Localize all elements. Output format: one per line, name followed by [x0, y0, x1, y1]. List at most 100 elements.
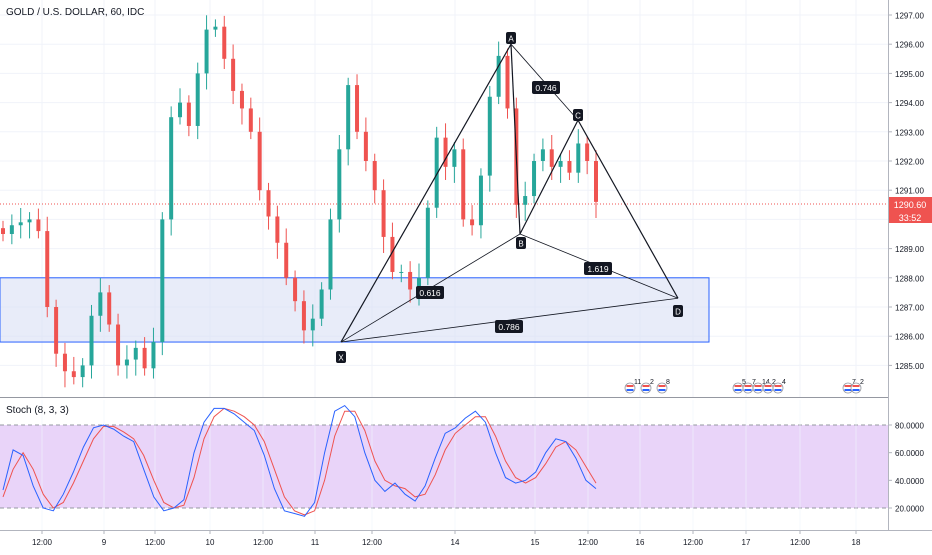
stoch-pane[interactable]: Stoch (8, 3, 3) 80.0000 60.0000 40.0000 20.…: [0, 400, 924, 530]
candle: [266, 182, 271, 230]
time-label: 12:00: [790, 538, 811, 547]
pattern-point-b[interactable]: B: [516, 237, 526, 249]
svg-text:0.616: 0.616: [419, 288, 441, 298]
time-label: 14: [451, 538, 460, 547]
price-tick-label: 1286.00: [895, 333, 924, 342]
candle: [337, 135, 342, 233]
candle: [62, 342, 67, 388]
candle: [222, 15, 227, 70]
candle: [594, 150, 598, 218]
time-label: 15: [531, 538, 540, 547]
time-label: 12:00: [683, 538, 704, 547]
candle: [195, 62, 200, 140]
candle: [133, 340, 138, 376]
price-tick-label: 1292.00: [895, 158, 924, 167]
candle: [470, 205, 475, 236]
pattern-leg-bc[interactable]: [519, 119, 579, 235]
time-label: 12:00: [578, 538, 599, 547]
time-axis[interactable]: 12:00 9 12:00 10 12:00 11 12:00 14 15 12:00 16 12:0…: [32, 530, 861, 547]
svg-text:A: A: [508, 35, 514, 44]
svg-text:D: D: [675, 308, 681, 317]
event-flag-icon[interactable]: 2: [850, 379, 864, 394]
price-tick-label: 1289.00: [895, 245, 924, 254]
svg-text:8: 8: [666, 379, 670, 386]
pattern-point-x[interactable]: X: [336, 351, 346, 363]
harmonic-pattern[interactable]: X A B C D 0.616 0.746 1.619 0.786: [336, 32, 683, 363]
countdown-text: 33:52: [899, 213, 922, 223]
svg-text:7: 7: [852, 379, 856, 386]
candle: [478, 168, 483, 239]
event-flag-icon[interactable]: 2: [762, 379, 776, 394]
candle: [1, 220, 5, 242]
svg-text:4: 4: [782, 379, 786, 386]
chart-title: GOLD / U.S. DOLLAR, 60, IDC: [6, 7, 144, 18]
ratio-label-xb: 0.616: [416, 286, 444, 299]
pattern-point-d[interactable]: D: [673, 305, 683, 317]
candle: [160, 212, 165, 356]
event-flag-icon[interactable]: 11: [624, 379, 641, 394]
candle: [355, 74, 360, 140]
pattern-leg-xa[interactable]: [340, 43, 512, 343]
ratio-label-bd: 1.619: [584, 262, 612, 275]
candle: [124, 345, 129, 379]
event-flag-icon[interactable]: 4: [772, 379, 786, 394]
support-zone[interactable]: [0, 277, 710, 343]
event-flag-icon[interactable]: 2: [640, 379, 654, 394]
time-label: 17: [742, 538, 751, 547]
event-flag-icon[interactable]: 7: [742, 379, 756, 394]
svg-text:7: 7: [752, 379, 756, 386]
candle: [346, 77, 351, 166]
candle: [399, 264, 404, 283]
price-tick-label: 1297.00: [895, 12, 924, 21]
candle: [523, 181, 528, 221]
candle: [443, 123, 448, 180]
candle: [213, 19, 218, 37]
candle: [107, 285, 112, 332]
candle: [80, 358, 85, 388]
stoch-d-line: [2, 407, 597, 516]
time-label: 12:00: [32, 538, 53, 547]
time-label: 9: [102, 538, 107, 547]
candle: [540, 138, 545, 172]
price-scale[interactable]: 1297.00 1296.00 1295.00 1294.00 1293.00 1292.…: [888, 12, 924, 371]
svg-text:1.619: 1.619: [587, 264, 609, 274]
pattern-leg-ab[interactable]: [510, 44, 521, 235]
time-label: 16: [636, 538, 645, 547]
candle: [169, 106, 174, 236]
time-label: 12:00: [145, 538, 166, 547]
candle: [27, 212, 32, 239]
event-flag-icon[interactable]: 8: [656, 379, 670, 394]
economic-events[interactable]: 11 2 8 5 7 14 2 4 7 2: [624, 379, 864, 394]
time-label: 11: [311, 538, 320, 547]
candle: [505, 48, 510, 119]
candle: [116, 313, 121, 376]
pattern-leg-cd[interactable]: [577, 119, 679, 299]
last-price-text: 1290.60: [894, 200, 927, 210]
stoch-tick-label: 20.0000: [895, 505, 924, 514]
candle: [71, 356, 76, 385]
candle: [186, 95, 191, 137]
candle: [558, 153, 563, 183]
pattern-point-a[interactable]: A: [506, 32, 516, 44]
candle: [257, 117, 262, 201]
event-flag-icon[interactable]: 5: [732, 379, 746, 394]
price-tick-label: 1288.00: [895, 274, 924, 283]
pattern-point-c[interactable]: C: [573, 109, 583, 121]
candle: [487, 85, 492, 192]
stoch-tick-label: 80.0000: [895, 422, 924, 431]
candle: [434, 126, 439, 218]
candle: [36, 208, 41, 239]
price-tick-label: 1296.00: [895, 41, 924, 50]
candle: [408, 261, 413, 303]
candle: [98, 278, 103, 332]
svg-text:2: 2: [860, 379, 864, 386]
event-flag-icon[interactable]: 7: [842, 379, 856, 394]
candle: [425, 200, 430, 286]
candle: [372, 153, 377, 204]
candle: [293, 270, 298, 312]
candle: [381, 179, 386, 253]
candles: [1, 15, 598, 388]
svg-text:5: 5: [742, 379, 746, 386]
